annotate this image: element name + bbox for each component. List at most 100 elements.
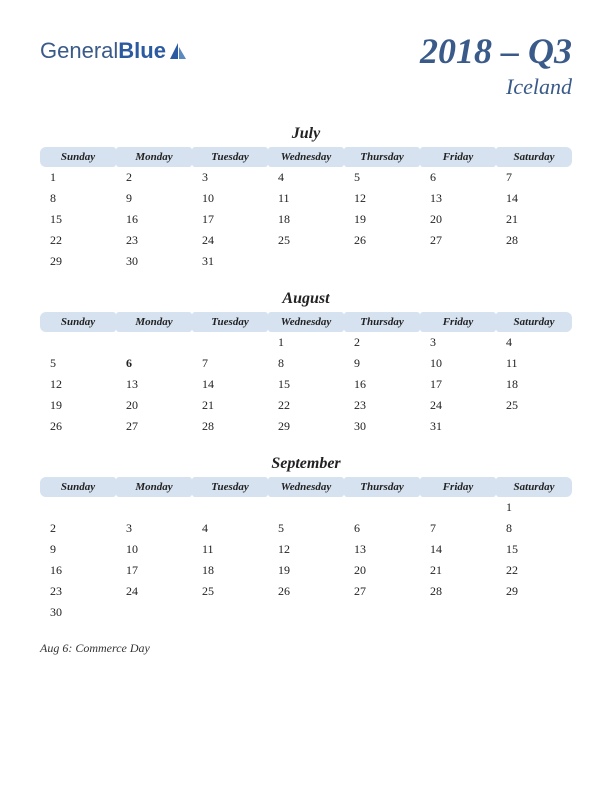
calendar-cell [496, 416, 572, 437]
day-header: Saturday [496, 477, 572, 497]
calendar-cell: 2 [40, 518, 116, 539]
calendar-cell [496, 602, 572, 623]
day-header: Sunday [40, 477, 116, 497]
calendar-row: 23242526272829 [40, 581, 572, 602]
calendar-cell: 28 [420, 581, 496, 602]
calendar-cell: 10 [420, 353, 496, 374]
calendar-cell: 9 [344, 353, 420, 374]
calendar-cell [268, 251, 344, 272]
calendar-cell: 29 [268, 416, 344, 437]
footnote: Aug 6: Commerce Day [40, 641, 572, 656]
logo-text-general: General [40, 38, 118, 64]
day-header: Thursday [344, 477, 420, 497]
calendar-cell [344, 251, 420, 272]
calendar-cell: 8 [496, 518, 572, 539]
calendar-cell [420, 602, 496, 623]
calendar-cell: 12 [268, 539, 344, 560]
calendar-cell: 4 [268, 167, 344, 188]
calendar-row: 262728293031 [40, 416, 572, 437]
calendar-row: 293031 [40, 251, 572, 272]
calendar-row: 30 [40, 602, 572, 623]
calendar-cell: 3 [116, 518, 192, 539]
calendar-cell [192, 332, 268, 353]
calendar-cell: 21 [192, 395, 268, 416]
month-name: July [40, 125, 572, 143]
calendar-cell: 30 [40, 602, 116, 623]
calendar-cell: 19 [268, 560, 344, 581]
month-block: SeptemberSundayMondayTuesdayWednesdayThu… [40, 455, 572, 623]
calendar-cell: 13 [116, 374, 192, 395]
calendar-row: 1234 [40, 332, 572, 353]
calendar-cell: 27 [420, 230, 496, 251]
calendar-cell: 31 [420, 416, 496, 437]
calendar-row: 16171819202122 [40, 560, 572, 581]
calendar-row: 891011121314 [40, 188, 572, 209]
calendar-cell: 1 [40, 167, 116, 188]
calendar-cell: 13 [420, 188, 496, 209]
calendar-cell: 3 [192, 167, 268, 188]
calendar-cell: 6 [420, 167, 496, 188]
calendar-cell: 6 [116, 353, 192, 374]
calendar-cell: 17 [116, 560, 192, 581]
calendar-cell: 8 [40, 188, 116, 209]
calendar-cell: 11 [192, 539, 268, 560]
calendar-cell: 25 [496, 395, 572, 416]
calendar-cell: 19 [40, 395, 116, 416]
calendar-cell: 17 [420, 374, 496, 395]
calendar-cell: 14 [192, 374, 268, 395]
calendar-row: 567891011 [40, 353, 572, 374]
calendar-cell: 8 [268, 353, 344, 374]
calendar-cell: 29 [40, 251, 116, 272]
calendar-cell: 18 [496, 374, 572, 395]
calendar-cell: 24 [420, 395, 496, 416]
calendar-table: SundayMondayTuesdayWednesdayThursdayFrid… [40, 147, 572, 272]
day-header: Friday [420, 477, 496, 497]
calendar-cell: 16 [116, 209, 192, 230]
calendar-cell: 30 [116, 251, 192, 272]
calendar-cell: 5 [344, 167, 420, 188]
day-header: Monday [116, 477, 192, 497]
calendar-cell: 16 [40, 560, 116, 581]
calendar-cell: 3 [420, 332, 496, 353]
calendar-cell: 22 [40, 230, 116, 251]
month-name: September [40, 455, 572, 473]
calendar-cell: 22 [268, 395, 344, 416]
calendar-cell: 9 [40, 539, 116, 560]
calendar-cell [40, 497, 116, 518]
calendar-row: 1234567 [40, 167, 572, 188]
calendar-cell: 20 [116, 395, 192, 416]
calendar-cell: 26 [40, 416, 116, 437]
title-block: 2018 – Q3 Iceland [420, 30, 572, 100]
calendar-cell [116, 332, 192, 353]
calendar-table: SundayMondayTuesdayWednesdayThursdayFrid… [40, 312, 572, 437]
calendar-cell: 11 [496, 353, 572, 374]
day-header: Sunday [40, 147, 116, 167]
calendar-cell: 4 [496, 332, 572, 353]
calendars-container: July SundayMondayTuesdayWednesdayThursday… [40, 125, 572, 623]
calendar-cell: 19 [344, 209, 420, 230]
calendar-cell: 26 [268, 581, 344, 602]
calendar-cell: 15 [496, 539, 572, 560]
calendar-cell [420, 251, 496, 272]
day-header: Thursday [344, 312, 420, 332]
title-sub: Iceland [420, 74, 572, 100]
calendar-cell: 28 [192, 416, 268, 437]
day-header: Saturday [496, 312, 572, 332]
calendar-cell: 4 [192, 518, 268, 539]
calendar-cell: 9 [116, 188, 192, 209]
calendar-cell: 1 [496, 497, 572, 518]
calendar-cell: 31 [192, 251, 268, 272]
calendar-cell: 24 [116, 581, 192, 602]
calendar-cell: 30 [344, 416, 420, 437]
calendar-cell: 6 [344, 518, 420, 539]
calendar-cell [268, 602, 344, 623]
month-block: July SundayMondayTuesdayWednesdayThursday… [40, 125, 572, 272]
calendar-row: 9101112131415 [40, 539, 572, 560]
calendar-cell [192, 497, 268, 518]
calendar-cell: 23 [116, 230, 192, 251]
calendar-cell [116, 602, 192, 623]
calendar-cell: 16 [344, 374, 420, 395]
calendar-cell: 29 [496, 581, 572, 602]
header: GeneralBlue 2018 – Q3 Iceland [40, 30, 572, 100]
calendar-cell: 7 [420, 518, 496, 539]
